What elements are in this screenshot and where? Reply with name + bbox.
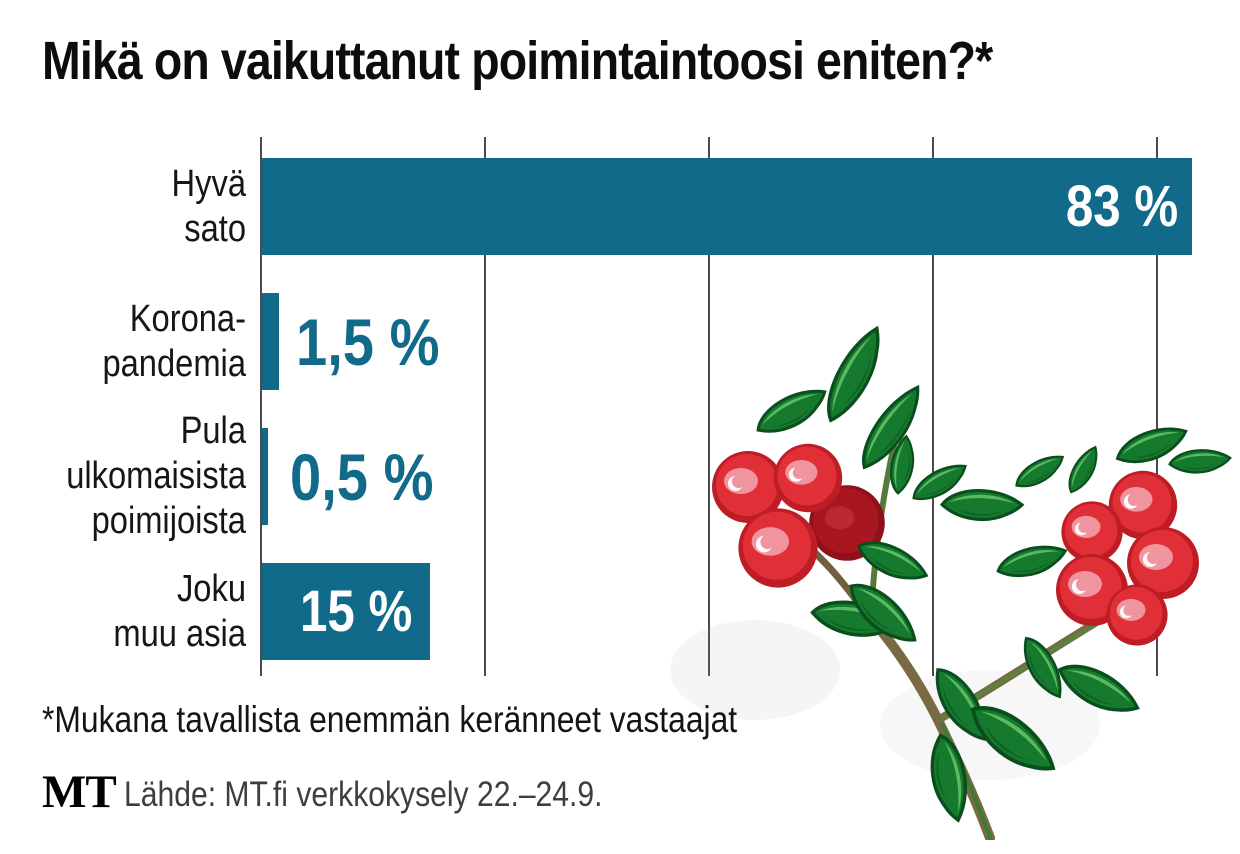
category-label-hyva-sato: Hyvä sato — [34, 162, 246, 252]
berry-cluster-left — [712, 443, 885, 588]
category-label-line: Joku — [176, 568, 246, 610]
value-label-hyva-sato: 83 % — [1065, 174, 1178, 239]
bar-pula-poimijoista — [262, 428, 268, 525]
mt-logo: MT — [42, 766, 117, 818]
page-title: Mikä on vaikuttanut poimintaintoosi enit… — [42, 31, 993, 91]
bar-hyva-sato — [262, 158, 1192, 255]
bar-korona-pandemia — [262, 293, 279, 390]
gridline-40pct — [708, 137, 710, 676]
gridline-80pct — [1156, 137, 1158, 676]
value-label-box: 83 % — [262, 158, 1178, 255]
category-label-pula-poimijoista: Pula ulkomaisista poimijoista — [34, 409, 246, 544]
category-label-korona-pandemia: Korona- pandemia — [34, 297, 246, 387]
category-label-line: poimijoista — [91, 500, 247, 542]
source-text: Lähde: MT.fi verkkokysely 22.–24.9. — [124, 775, 603, 814]
value-label-box: 1,5 % — [296, 293, 465, 390]
gridline-20pct — [484, 137, 486, 676]
category-label-line: Pula — [180, 410, 246, 452]
gridline-0pct — [260, 137, 262, 676]
category-label-line: pandemia — [102, 343, 246, 385]
value-label-pula-poimijoista: 0,5 % — [290, 439, 434, 514]
bar-joku-muu-asia — [262, 563, 430, 660]
category-label-joku-muu-asia: Joku muu asia — [34, 567, 246, 657]
value-label-joku-muu-asia: 15 % — [300, 579, 413, 644]
category-label-line: Hyvä — [171, 163, 246, 205]
category-label-line: ulkomaisista — [66, 455, 247, 497]
category-label-line: muu asia — [113, 613, 246, 655]
category-label-line: Korona- — [129, 298, 246, 340]
value-label-korona-pandemia: 1,5 % — [296, 304, 440, 379]
value-label-box: 15 % — [300, 563, 432, 660]
gridline-60pct — [932, 137, 934, 676]
footnote: *Mukana tavallista enemmän keränneet vas… — [42, 699, 738, 740]
berry-cluster-right — [1056, 470, 1199, 646]
category-label-line: sato — [184, 208, 246, 250]
lingonberry-illustration — [670, 320, 1233, 840]
value-label-box: 0,5 % — [290, 428, 459, 525]
